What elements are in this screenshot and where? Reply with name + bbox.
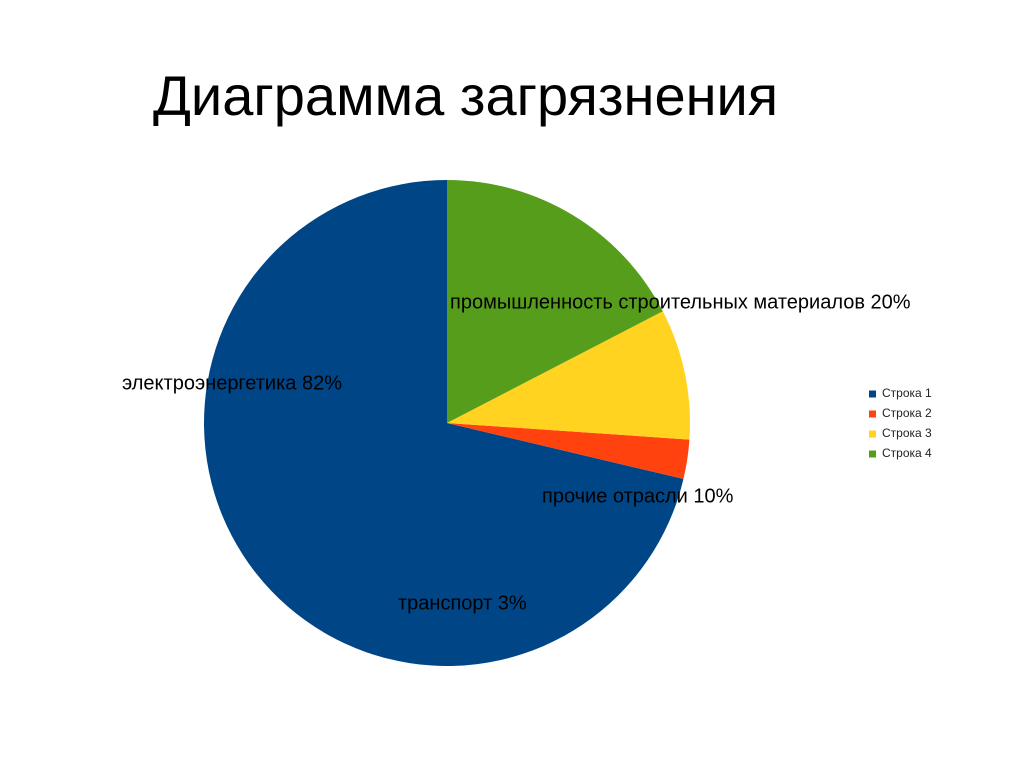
data-label: электроэнергетика 82% — [122, 372, 342, 394]
legend-label: Строка 4 — [882, 446, 932, 460]
data-labels: электроэнергетика 82% транспорт 3% прочие … — [122, 291, 911, 614]
data-label: транспорт 3% — [398, 592, 527, 614]
legend-swatch — [869, 410, 876, 418]
pie-slice — [447, 423, 690, 479]
pie-slice — [447, 180, 663, 423]
data-label: прочие отрасли 10% — [542, 485, 734, 507]
data-label: промышленность строительных материалов 2… — [450, 291, 911, 313]
legend: Строка 1 Строка 2 Строка 3 Строка 4 — [869, 386, 932, 460]
pie-slice — [447, 311, 690, 440]
legend-swatch — [869, 390, 876, 398]
chart-title: Диаграмма загрязнения — [153, 64, 778, 127]
pie-slice — [203, 180, 684, 666]
legend-label: Строка 1 — [882, 386, 932, 400]
legend-label: Строка 2 — [882, 406, 932, 420]
legend-label: Строка 3 — [882, 426, 932, 440]
pie — [203, 180, 690, 666]
legend-swatch — [869, 450, 876, 458]
legend-swatch — [869, 430, 876, 438]
